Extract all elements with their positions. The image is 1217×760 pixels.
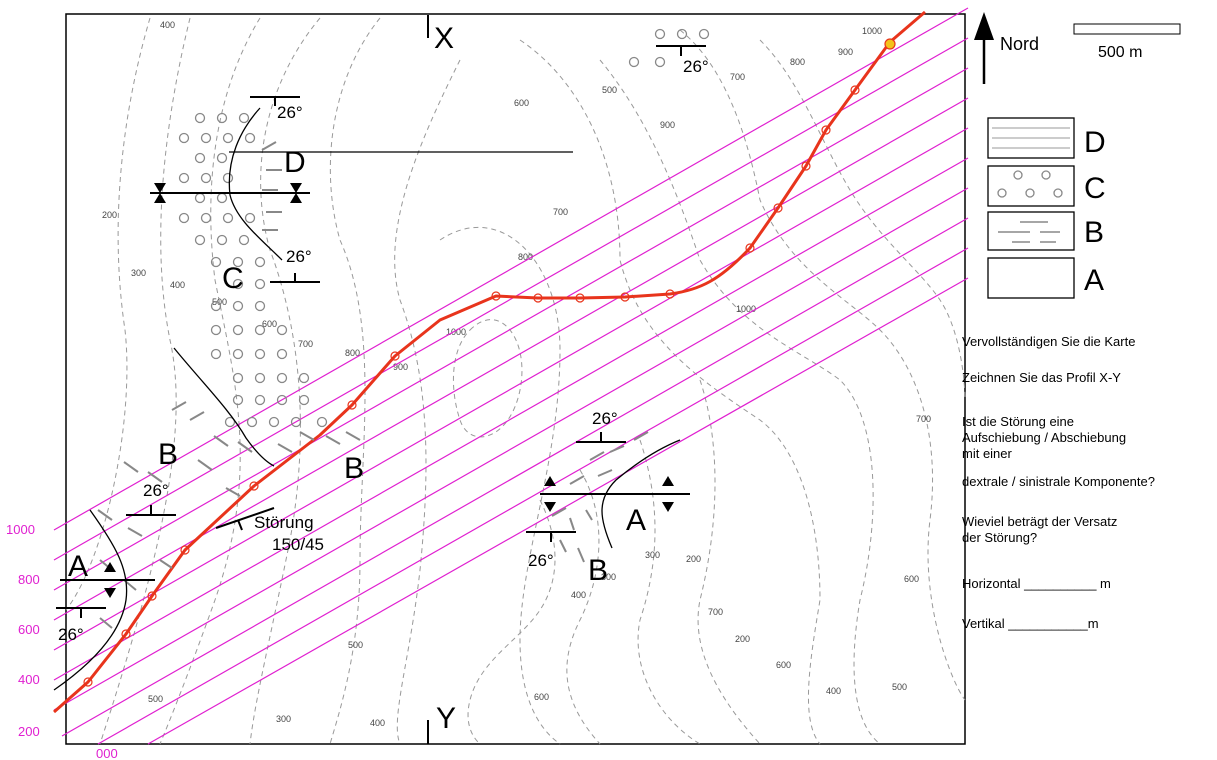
- fold-axes: [60, 183, 690, 598]
- dip-labels: 26° 26° 26° 26° 26° 26° 26°: [58, 57, 709, 644]
- task-offset-line2: der Störung?: [962, 530, 1038, 545]
- contour-label: 400: [370, 718, 385, 728]
- contour-label: 1000: [446, 327, 466, 337]
- unit-label-b: B: [588, 554, 608, 587]
- dip-label: 26°: [143, 481, 169, 500]
- contour-label: 500: [348, 640, 363, 650]
- elevation-label: 200: [18, 724, 40, 739]
- contour-label: 800: [518, 252, 533, 262]
- contour-label: 700: [708, 607, 723, 617]
- contour-label: 200: [102, 210, 117, 220]
- unit-label-a: A: [68, 550, 88, 583]
- contour-label: 1000: [862, 26, 882, 36]
- task-complete-map: Vervollständigen Sie die Karte: [962, 334, 1136, 349]
- unit-label-b: B: [158, 438, 178, 471]
- profile-label-x: X: [434, 22, 454, 55]
- contour-label: 300: [645, 550, 660, 560]
- task-horizontal-offset[interactable]: Horizontal __________ m: [962, 576, 1111, 591]
- task-fault-type-line2: Aufschiebung / Abschiebung: [962, 430, 1127, 445]
- legend-label-b: B: [1084, 216, 1104, 249]
- task-draw-profile: Zeichnen Sie das Profil X-Y: [962, 370, 1121, 385]
- contour-label: 200: [686, 554, 701, 564]
- contour-label: 900: [393, 362, 408, 372]
- legend-label-a: A: [1084, 264, 1104, 297]
- contour-label: 300: [601, 572, 616, 582]
- scale-bar: [1073, 23, 1181, 35]
- unit-label-c: C: [222, 262, 244, 295]
- north-label: Nord: [1000, 34, 1039, 54]
- contour-label: 600: [904, 574, 919, 584]
- profile-label-y: Y: [436, 702, 456, 735]
- contour-label: 500: [148, 694, 163, 704]
- contour-label: 600: [262, 319, 277, 329]
- contour-label: 900: [838, 47, 853, 57]
- dip-label: 26°: [683, 57, 709, 76]
- north-arrow-icon: [974, 12, 994, 84]
- elevation-label: 000: [96, 746, 118, 760]
- contour-label: 700: [298, 339, 313, 349]
- legend-label-c: C: [1084, 172, 1106, 205]
- elevation-label: 400: [18, 672, 40, 687]
- dip-label: 26°: [286, 247, 312, 266]
- contour-label: 200: [735, 634, 750, 644]
- elevation-label: 1000: [6, 522, 35, 537]
- contour-labels: 400 500 600 700 800 900 1000 1000 900 80…: [102, 20, 931, 728]
- legend-label-d: D: [1084, 126, 1106, 159]
- contour-label: 500: [212, 297, 227, 307]
- contour-label: 300: [276, 714, 291, 724]
- contour-label: 500: [602, 85, 617, 95]
- contour-label: 400: [571, 590, 586, 600]
- task-fault-type-line1: Ist die Störung eine: [962, 414, 1075, 429]
- topographic-contours: [65, 17, 966, 745]
- strike-line-elevations: 1000 800 600 400 200 000: [6, 522, 118, 760]
- unit-labels: D C B B B A A: [68, 146, 646, 587]
- task-offset-line1: Wieviel beträgt der Versatz: [962, 514, 1118, 529]
- contour-label: 900: [660, 120, 675, 130]
- map-frame: [65, 13, 966, 745]
- dip-label: 26°: [58, 625, 84, 644]
- dip-label: 26°: [277, 103, 303, 122]
- contour-label: 400: [826, 686, 841, 696]
- task-fault-type-line3: mit einer: [962, 446, 1012, 461]
- contour-label: 1000: [736, 304, 756, 314]
- unit-label-a: A: [626, 504, 646, 537]
- unit-label-b: B: [344, 452, 364, 485]
- contour-label: 700: [553, 207, 568, 217]
- unit-b-pattern: [97, 141, 649, 629]
- contour-label: 700: [916, 414, 931, 424]
- dip-label: 26°: [592, 409, 618, 428]
- contour-label: 800: [345, 348, 360, 358]
- contour-label: 600: [514, 98, 529, 108]
- unit-c-pattern: [178, 28, 710, 428]
- contour-label: 300: [131, 268, 146, 278]
- elevation-label: 800: [18, 572, 40, 587]
- unit-label-d: D: [284, 146, 306, 179]
- legend: D C B A: [987, 117, 1106, 299]
- task-fault-type-line4: dextrale / sinistrale Komponente?: [962, 474, 1155, 489]
- scale-label: 500 m: [1098, 44, 1142, 61]
- fault-trace: [53, 10, 926, 714]
- contour-label: 600: [776, 660, 791, 670]
- fault-label: Störung: [254, 513, 314, 532]
- contour-label: 500: [892, 682, 907, 692]
- fault-intersection-points: [83, 38, 896, 687]
- contour-label: 700: [730, 72, 745, 82]
- task-vertical-offset[interactable]: Vertikal ___________m: [962, 616, 1099, 631]
- fault-strike-lines: [53, 7, 969, 745]
- contour-label: 600: [534, 692, 549, 702]
- contour-label: 400: [160, 20, 175, 30]
- contour-label: 400: [170, 280, 185, 290]
- dip-symbols: [56, 45, 706, 618]
- contour-label: 800: [790, 57, 805, 67]
- dip-label: 26°: [528, 551, 554, 570]
- elevation-label: 600: [18, 622, 40, 637]
- fault-orientation: 150/45: [272, 535, 324, 554]
- geological-boundaries: [53, 107, 681, 691]
